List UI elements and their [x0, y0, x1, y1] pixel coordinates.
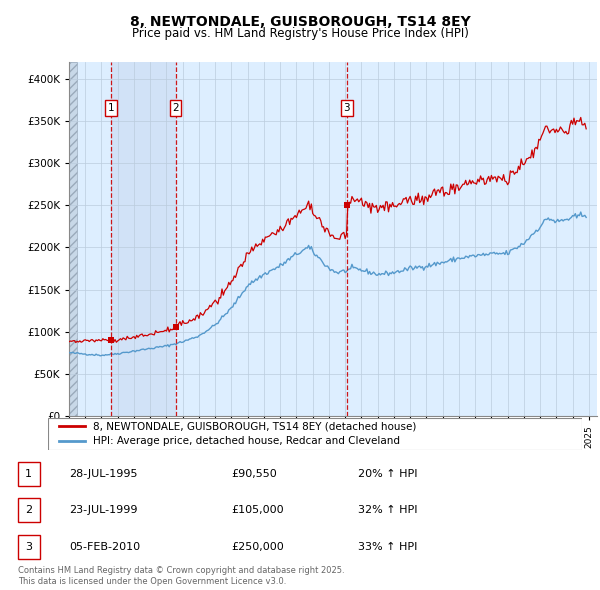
Text: 28-JUL-1995: 28-JUL-1995 — [70, 469, 138, 479]
Text: 8, NEWTONDALE, GUISBOROUGH, TS14 8EY: 8, NEWTONDALE, GUISBOROUGH, TS14 8EY — [130, 15, 470, 29]
Text: 1: 1 — [107, 103, 114, 113]
Text: £90,550: £90,550 — [231, 469, 277, 479]
Text: 32% ↑ HPI: 32% ↑ HPI — [358, 506, 417, 516]
Text: 2: 2 — [172, 103, 179, 113]
Bar — [18, 535, 40, 559]
Bar — [69, 62, 77, 416]
Bar — [111, 62, 176, 416]
Text: £105,000: £105,000 — [231, 506, 284, 516]
Text: 2: 2 — [25, 506, 32, 516]
Text: 20% ↑ HPI: 20% ↑ HPI — [358, 469, 417, 479]
Bar — [18, 462, 40, 486]
Text: Contains HM Land Registry data © Crown copyright and database right 2025.
This d: Contains HM Land Registry data © Crown c… — [18, 566, 344, 586]
Text: 1: 1 — [25, 469, 32, 479]
Text: 05-FEB-2010: 05-FEB-2010 — [70, 542, 141, 552]
Text: 3: 3 — [343, 103, 350, 113]
Text: £250,000: £250,000 — [231, 542, 284, 552]
Text: 23-JUL-1999: 23-JUL-1999 — [70, 506, 138, 516]
Text: 8, NEWTONDALE, GUISBOROUGH, TS14 8EY (detached house): 8, NEWTONDALE, GUISBOROUGH, TS14 8EY (de… — [94, 421, 417, 431]
Bar — [18, 499, 40, 523]
Text: Price paid vs. HM Land Registry's House Price Index (HPI): Price paid vs. HM Land Registry's House … — [131, 27, 469, 40]
Text: HPI: Average price, detached house, Redcar and Cleveland: HPI: Average price, detached house, Redc… — [94, 437, 400, 447]
Bar — [69, 62, 77, 416]
Text: 33% ↑ HPI: 33% ↑ HPI — [358, 542, 417, 552]
Text: 3: 3 — [25, 542, 32, 552]
